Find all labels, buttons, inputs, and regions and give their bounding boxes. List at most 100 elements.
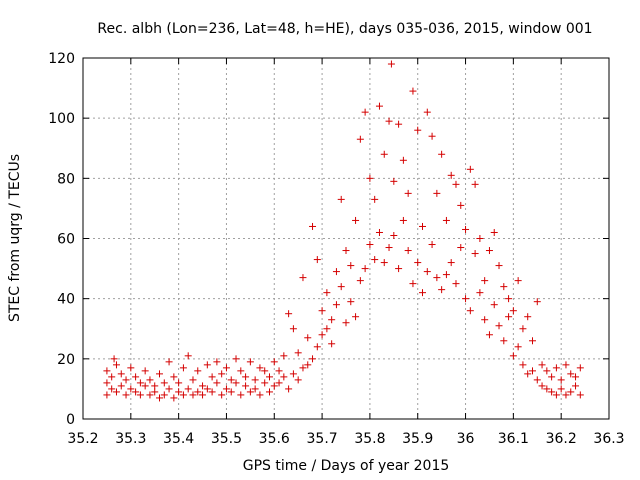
data-point [543,385,551,393]
x-tick-label: 35.9 [402,431,433,447]
data-point [299,364,307,372]
data-point [294,349,302,357]
data-point [356,135,364,143]
data-point [428,241,436,249]
data-point [208,388,216,396]
data-point [261,379,269,387]
data-point [519,361,527,369]
data-point [323,289,331,297]
data-point [103,379,111,387]
data-point [390,177,398,185]
data-point [399,156,407,164]
data-point [414,259,422,267]
data-point [265,388,273,396]
data-point [495,322,503,330]
data-point [557,376,565,384]
data-point [332,301,340,309]
data-point [213,358,221,366]
data-point [132,388,140,396]
y-tick-label: 100 [48,111,75,127]
data-point [285,310,293,318]
data-point [490,301,498,309]
data-point [242,373,250,381]
data-point [127,364,135,372]
data-point [466,307,474,315]
y-tick-label: 20 [57,352,75,368]
data-point [280,352,288,360]
x-tick-label: 35.5 [211,431,242,447]
data-point [156,370,164,378]
data-point [189,376,197,384]
data-point [576,364,584,372]
data-point [337,195,345,203]
data-point [242,382,250,390]
data-point [222,385,230,393]
x-tick-label: 35.8 [354,431,385,447]
y-tick-label: 40 [57,292,75,308]
data-point [328,340,336,348]
data-point [289,325,297,333]
data-point [385,117,393,125]
data-point [385,244,393,252]
data-point [423,108,431,116]
data-point [179,364,187,372]
data-point [524,370,532,378]
data-point [552,364,560,372]
data-point [175,379,183,387]
data-point [538,382,546,390]
data-point [356,277,364,285]
data-point [184,385,192,393]
data-point [232,355,240,363]
data-point [112,361,120,369]
data-point [442,216,450,224]
x-tick-label: 35.3 [115,431,146,447]
data-point [466,165,474,173]
x-tick-label: 36 [457,431,475,447]
data-point [438,286,446,294]
x-tick-label: 36.1 [498,431,529,447]
data-point [366,174,374,182]
data-point [136,379,144,387]
data-point [428,132,436,140]
data-point [404,247,412,255]
data-point [232,379,240,387]
y-tick-label: 0 [66,412,75,428]
data-point [442,271,450,279]
data-point [261,367,269,375]
data-point [409,87,417,95]
data-point [457,244,465,252]
data-point [447,171,455,179]
data-point [380,150,388,158]
data-point [309,222,317,230]
data-point [375,102,383,110]
data-point [524,313,532,321]
data-point [409,280,417,288]
data-point [170,373,178,381]
data-point [165,358,173,366]
data-point [103,367,111,375]
data-point [175,388,183,396]
data-point [151,382,159,390]
data-point [572,382,580,390]
data-point [151,388,159,396]
data-point [538,361,546,369]
data-point [562,361,570,369]
data-point [548,388,556,396]
data-point [122,376,130,384]
data-point [246,388,254,396]
data-point [533,376,541,384]
data-point [222,364,230,372]
data-point [576,391,584,399]
data-point [199,391,207,399]
data-point [265,373,273,381]
data-point [146,376,154,384]
data-point [194,367,202,375]
data-point [375,228,383,236]
data-point [218,391,226,399]
data-point [500,337,508,345]
data-point [280,373,288,381]
data-point [342,247,350,255]
data-point [433,274,441,282]
data-point [337,283,345,291]
data-point [567,388,575,396]
